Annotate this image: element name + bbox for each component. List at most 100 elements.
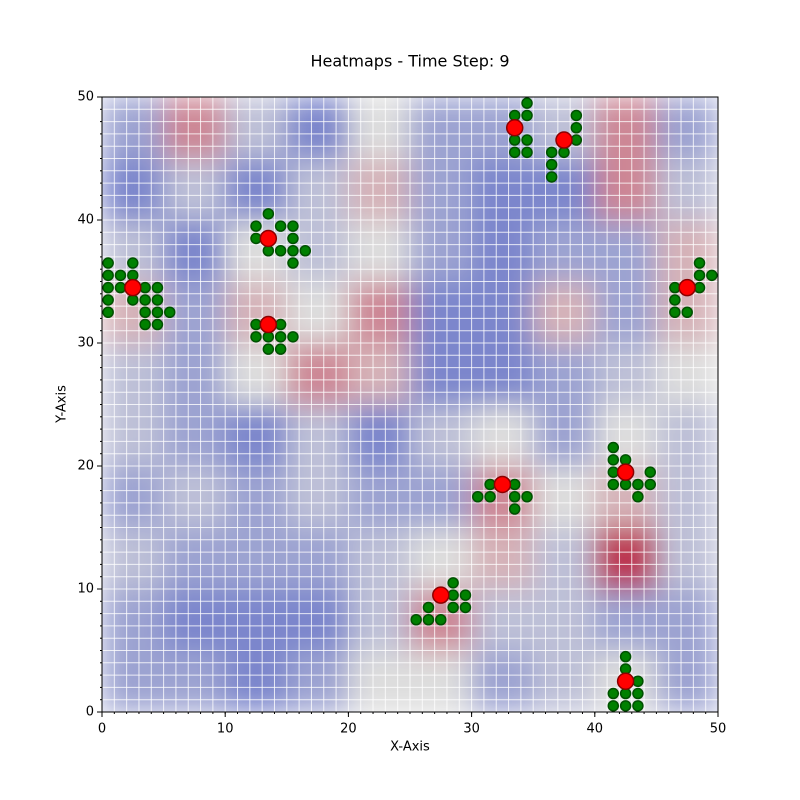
scatter-point: [151, 294, 164, 306]
heatmap-cell: [163, 158, 226, 221]
x-tick-label: 10: [217, 722, 234, 737]
scatter-point: [127, 269, 139, 282]
scatter-point: [102, 294, 114, 306]
heatmap-cell: [348, 404, 411, 467]
heatmap-cell: [225, 466, 288, 528]
scatter-point: [484, 478, 496, 491]
scatter-point: [274, 331, 287, 343]
scatter-point: [669, 306, 681, 318]
heatmap-cell: [533, 466, 596, 528]
scatter-point: [447, 589, 459, 601]
heatmap-cell: [225, 650, 288, 712]
heatmap-cell: [533, 404, 596, 467]
scatter-point: [632, 491, 644, 503]
x-tick-label: 0: [98, 722, 106, 737]
scatter-point: [250, 220, 262, 232]
y-tick-label: 10: [77, 582, 94, 597]
plot-layer: 0 10 20 30 40 50 0 10 20 30 40 50: [77, 90, 726, 737]
scatter-point: [114, 269, 127, 282]
heatmap-cell: [348, 343, 411, 405]
heatmap-cell: [410, 220, 473, 282]
scatter-point: [505, 119, 524, 137]
scatter-point: [607, 687, 620, 700]
scatter-point: [287, 220, 299, 232]
scatter-point: [262, 331, 275, 343]
scatter-point: [521, 97, 533, 109]
y-tick-label: 40: [77, 213, 94, 228]
heatmap-cell: [533, 343, 596, 405]
scatter-point: [607, 454, 620, 466]
scatter-point: [139, 306, 151, 318]
scatter-point: [139, 318, 151, 331]
scatter-point: [508, 503, 521, 515]
x-tick-label: 40: [587, 722, 604, 737]
scatter-point: [681, 306, 693, 318]
scatter-point: [432, 586, 450, 604]
heatmap-cell: [348, 158, 411, 221]
heatmap-cell: [102, 158, 165, 221]
scatter-point: [607, 466, 620, 478]
scatter-point: [422, 614, 435, 626]
heatmap-cell: [286, 527, 349, 590]
scatter-point: [669, 281, 681, 294]
scatter-point: [151, 306, 164, 318]
heatmap-cell: [225, 158, 288, 221]
y-tick-label: 30: [77, 336, 94, 351]
heatmap-cell: [410, 281, 473, 344]
heatmap-cell: [102, 589, 165, 651]
scatter-point: [619, 663, 632, 675]
scatter-point: [521, 134, 533, 146]
scatter-point: [607, 441, 620, 454]
scatter-point: [619, 454, 632, 466]
heatmap-cell: [471, 220, 534, 282]
scatter-point: [678, 278, 696, 297]
scatter-point: [259, 229, 278, 248]
scatter-point: [151, 281, 164, 294]
heatmap-cell: [594, 527, 657, 590]
heatmap-cell: [471, 404, 534, 467]
heatmap-cell: [410, 527, 473, 590]
heatmap-cell: [533, 281, 596, 344]
heatmap-cell: [656, 466, 718, 528]
heatmap-cell: [286, 589, 349, 651]
scatter-point: [493, 475, 512, 494]
scatter-point: [259, 315, 278, 334]
scatter-point: [274, 318, 287, 331]
heatmap-cell: [163, 589, 226, 651]
scatter-point: [102, 269, 114, 282]
scatter-point: [616, 463, 635, 481]
scatter-point: [435, 614, 447, 626]
scatter-point: [127, 257, 139, 269]
scatter-point: [508, 146, 521, 159]
x-axis-label: X-Axis: [390, 740, 430, 755]
heatmap-cell: [225, 97, 288, 159]
heatmap-cell: [225, 404, 288, 467]
heatmap-cell: [533, 527, 596, 590]
scatter-point: [545, 146, 558, 159]
heatmap-cell: [533, 589, 596, 651]
heatmap-cell: [410, 466, 473, 528]
scatter-point: [102, 257, 114, 269]
x-tick-label: 20: [340, 722, 357, 737]
scatter-point: [410, 614, 422, 626]
scatter-point: [521, 146, 533, 159]
y-tick-label: 20: [77, 459, 94, 474]
scatter-point: [619, 700, 632, 712]
heatmap-cell: [594, 589, 657, 651]
scatter-point: [619, 478, 632, 491]
heatmap-cell: [286, 97, 349, 159]
scatter-point: [447, 601, 459, 614]
heatmap-cell: [656, 404, 718, 467]
heatmap-cell: [594, 158, 657, 221]
y-axis-label: Y-Axis: [55, 385, 70, 424]
heatmap-cell: [348, 97, 411, 159]
scatter-point: [632, 478, 644, 491]
heatmap-cell: [656, 158, 718, 221]
y-tick-label: 50: [77, 90, 94, 105]
scatter-point: [287, 232, 299, 245]
heatmap-cell: [471, 158, 534, 221]
heatmap-cell: [348, 281, 411, 344]
scatter-point: [151, 318, 164, 331]
scatter-point: [607, 700, 620, 712]
scatter-point: [558, 146, 570, 159]
